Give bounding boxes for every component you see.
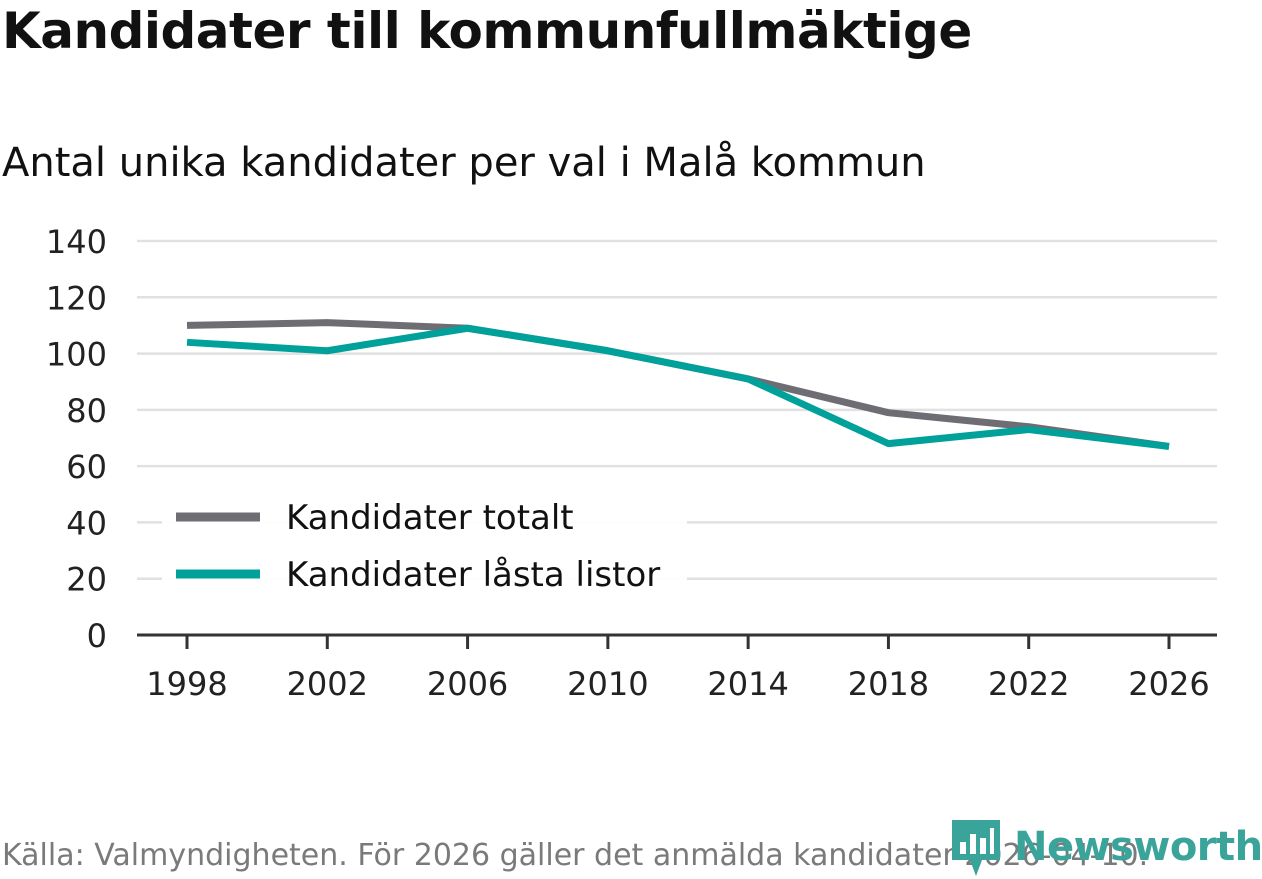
y-tick-label: 80 (66, 392, 107, 430)
x-tick-label: 2014 (707, 665, 788, 703)
y-tick-label: 100 (46, 336, 107, 374)
y-tick-label: 0 (87, 617, 107, 655)
y-tick-label: 20 (66, 561, 107, 599)
legend-label: Kandidater låsta listor (286, 555, 660, 595)
x-tick-label: 2010 (567, 665, 648, 703)
x-tick-label: 2002 (287, 665, 368, 703)
x-tick-label: 1998 (146, 665, 227, 703)
newsworthy-logo-icon (952, 820, 1000, 876)
line-chart: 0 20 40 60 80 100 120 140 1998 2002 2006 2010 2014 2… (46, 223, 1217, 703)
chart-title: Kandidater till kommunfullmäktige (2, 2, 972, 60)
y-tick-label: 40 (66, 504, 107, 542)
legend-background (162, 490, 687, 600)
chart-subtitle: Antal unika kandidater per val i Malå ko… (2, 140, 926, 186)
series-line-lasta-listor (186, 324, 1170, 450)
x-tick-label: 2026 (1128, 665, 1209, 703)
y-tick-label: 120 (46, 279, 107, 317)
x-tick-label: 2006 (427, 665, 508, 703)
x-tick-label: 2018 (848, 665, 929, 703)
x-tick-label: 2022 (988, 665, 1069, 703)
y-tick-label: 140 (46, 223, 107, 261)
newsworthy-logo: Newsworthy (952, 818, 1262, 876)
legend-label: Kandidater totalt (286, 498, 574, 538)
newsworthy-logo-text: Newsworthy (1014, 824, 1262, 870)
y-tick-label: 60 (66, 448, 107, 486)
